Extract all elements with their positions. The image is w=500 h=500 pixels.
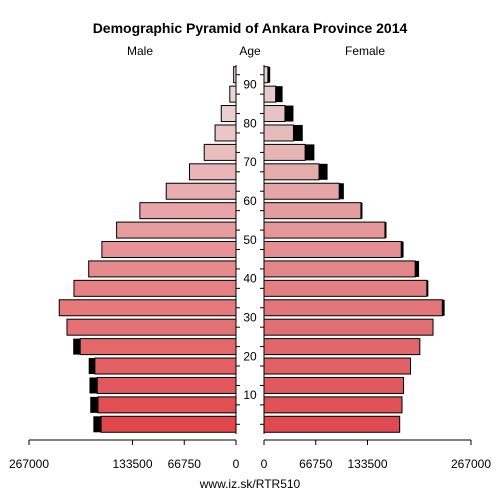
- male-bar-50-54: [116, 221, 237, 239]
- male-bar-25-29: [66, 318, 237, 336]
- female-excess-50-54: [384, 222, 387, 239]
- male-x-tick-label: 0: [233, 457, 240, 471]
- male-bar-55-59: [139, 202, 237, 220]
- axes: 10 20 30 40 50 60 70 80 90 267000 133500 66750 0 0 667…: [9, 65, 491, 471]
- male-bar-15-19: [94, 357, 237, 375]
- chart-title: Demographic Pyramid of Ankara Province 2…: [93, 20, 408, 36]
- female-bar-30-34: [263, 299, 443, 317]
- male-excess-10-14: [89, 377, 98, 394]
- male-bar-75-79: [214, 124, 237, 142]
- female-bar-90+: [263, 66, 269, 84]
- female-excess-45-49: [401, 241, 404, 258]
- female-excess-55-59: [360, 202, 363, 219]
- female-bar-15-19: [263, 357, 412, 375]
- male-excess-0-4: [93, 416, 102, 433]
- female-bar-55-59: [263, 202, 362, 220]
- female-excess-80-84: [284, 105, 294, 122]
- male-excess-20-24: [73, 338, 81, 355]
- female-bar-45-49: [263, 241, 402, 258]
- female-label: Female: [345, 44, 385, 58]
- female-excess-85-89: [275, 86, 283, 103]
- male-bar-45-49: [101, 241, 237, 258]
- age-tick-label: 40: [243, 272, 257, 286]
- male-bars: [58, 66, 237, 433]
- female-bar-60-64: [263, 182, 340, 200]
- female-bar-40-44: [263, 260, 416, 278]
- female-excess-75-79: [293, 124, 303, 141]
- age-tick-label: 80: [243, 116, 257, 130]
- female-x-tick-label: 133500: [347, 457, 387, 471]
- male-bar-65-69: [188, 163, 237, 181]
- male-bar-35-39: [73, 279, 237, 297]
- male-bar-0-4: [100, 415, 237, 433]
- age-tick-label: 90: [243, 77, 257, 91]
- female-bars: [263, 66, 445, 433]
- female-bar-75-79: [263, 124, 294, 142]
- age-label: Age: [239, 44, 261, 58]
- male-label: Male: [127, 44, 153, 58]
- female-bar-35-39: [263, 279, 428, 297]
- female-x-tick-label: 66750: [299, 457, 333, 471]
- female-bar-80-84: [263, 105, 286, 123]
- age-tick-label: 60: [243, 194, 257, 208]
- female-bar-70-74: [263, 143, 306, 161]
- female-bar-20-24: [263, 338, 421, 356]
- male-x-tick-label: 133500: [112, 457, 152, 471]
- male-bar-20-24: [79, 338, 237, 356]
- female-bar-50-54: [263, 221, 386, 239]
- female-x-tick-label: 267000: [451, 457, 491, 471]
- female-excess-35-39: [426, 280, 429, 297]
- age-tick-label: 10: [243, 388, 257, 402]
- male-bar-85-89: [229, 85, 237, 103]
- female-bar-85-89: [263, 85, 277, 103]
- male-bar-60-64: [165, 182, 237, 200]
- female-excess-65-69: [319, 163, 328, 180]
- age-tick-label: 70: [243, 155, 257, 169]
- female-excess-70-74: [305, 144, 315, 161]
- male-excess-15-19: [88, 358, 95, 375]
- male-bar-10-14: [96, 376, 237, 394]
- female-bar-0-4: [263, 415, 401, 433]
- male-bar-80-84: [220, 105, 237, 123]
- source-label: www.iz.sk/RTR510: [199, 477, 301, 491]
- male-bar-40-44: [88, 260, 237, 278]
- female-bar-10-14: [263, 376, 405, 394]
- male-x-tick-label: 66750: [168, 457, 202, 471]
- male-excess-5-9: [90, 396, 98, 413]
- female-bar-25-29: [263, 318, 434, 336]
- age-tick-label: 20: [243, 349, 257, 363]
- male-bar-5-9: [97, 396, 237, 414]
- age-tick-label: 30: [243, 310, 257, 324]
- female-excess-30-34: [442, 299, 445, 316]
- female-excess-60-64: [339, 183, 344, 200]
- female-bar-65-69: [263, 163, 320, 181]
- male-bar-30-34: [58, 299, 237, 317]
- male-x-tick-label: 267000: [9, 457, 49, 471]
- female-bar-5-9: [263, 396, 403, 414]
- age-tick-label: 50: [243, 233, 257, 247]
- female-excess-40-44: [415, 260, 420, 277]
- male-bar-70-74: [203, 143, 237, 161]
- female-x-tick-label: 0: [261, 457, 268, 471]
- female-excess-90+: [267, 66, 271, 83]
